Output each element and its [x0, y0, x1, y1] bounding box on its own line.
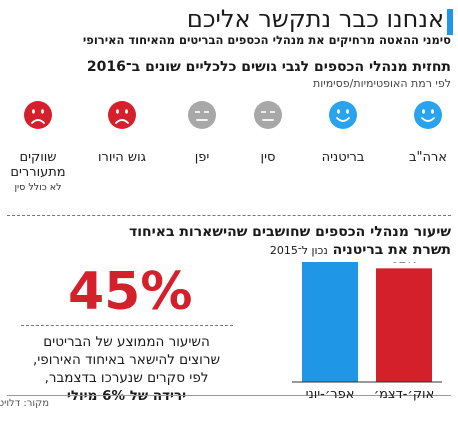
title-accent-bar — [447, 9, 453, 35]
bar-2 — [376, 268, 432, 382]
stay-section-title: שיעור מנהלי הכספים שחושבים שהישארות באיח… — [128, 224, 451, 240]
optimism-section-title: תחזית מנהלי הכספים לגבי גושים כלכליים שו… — [86, 59, 451, 75]
bar-category-label: אוק׳-דצמ׳ — [373, 387, 435, 402]
bar-1 — [302, 262, 358, 382]
stat-line-3: לפי סקרים שנערכו בדצמבר, — [44, 370, 209, 386]
page-subtitle: סימני ההאטה מרחיקים את מנהלי הכספים הברי… — [82, 33, 451, 47]
stay-bar-chart: 74%62% — [292, 262, 442, 383]
region-label: ארה"ב — [408, 150, 448, 165]
stat-line-2: שרוצים להישאר באיחוד האירופי, — [32, 352, 221, 368]
sad-face-icon — [24, 101, 52, 129]
footer-divider — [7, 395, 451, 396]
page-title: אנחנו כבר נתקשר אליכם — [186, 5, 444, 33]
region-label: בריטניה — [321, 150, 365, 165]
stay-section-title-text: תשרת את בריטניה — [332, 242, 451, 258]
neutral-face-icon — [254, 101, 282, 129]
neutral-face-icon — [188, 101, 216, 129]
stay-average-percent: 45% — [68, 262, 193, 322]
region-label: יפן — [194, 150, 210, 165]
happy-face-icon — [329, 101, 357, 129]
region-label: שווקים מתעוררים — [10, 150, 66, 180]
optimism-section-subtitle: לפי רמת האופטימיות/פסימיות — [313, 77, 451, 90]
region-label: גוש היורו — [97, 150, 147, 165]
section-divider — [7, 215, 451, 216]
stat-line-4: ירידה של 6% מיולי — [66, 388, 187, 404]
happy-face-icon — [414, 101, 442, 129]
stay-average-description: השיעור הממוצע של הבריטים שרוצים להישאר ב… — [14, 333, 239, 405]
region-label: סין — [260, 150, 276, 165]
stay-section-date-note: נכון ל־2015 — [269, 244, 328, 257]
sad-face-icon — [108, 101, 136, 129]
stay-section-title-line2: תשרת את בריטניה נכון ל־2015 — [270, 242, 451, 258]
region-note: לא כולל סין — [14, 182, 62, 193]
source-credit: מקור: דלויט — [0, 398, 49, 409]
stat-divider — [21, 325, 233, 326]
stat-line-1: השיעור הממוצע של הבריטים — [43, 334, 210, 350]
bar-value-label: 62% — [391, 262, 417, 265]
bar-category-label: אפר׳-יוני — [305, 387, 355, 402]
